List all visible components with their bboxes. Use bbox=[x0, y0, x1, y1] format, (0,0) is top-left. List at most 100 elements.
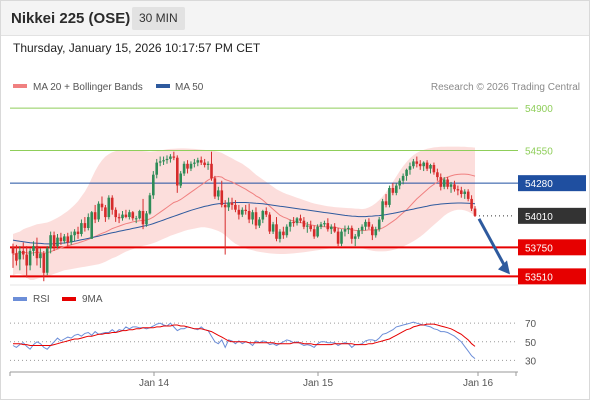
rsi-ma-line bbox=[13, 323, 476, 347]
candle-body bbox=[76, 231, 80, 234]
candle-body bbox=[340, 231, 343, 244]
candle-body bbox=[350, 227, 354, 239]
level-tag-54550: 54550 bbox=[525, 146, 553, 157]
candle-body bbox=[104, 207, 107, 218]
candle-body bbox=[456, 189, 460, 191]
candle-body bbox=[398, 180, 401, 186]
candle-body bbox=[18, 250, 22, 260]
forecast-arrow-head bbox=[498, 260, 510, 275]
candle-body bbox=[470, 198, 473, 209]
candle-body bbox=[128, 212, 131, 217]
x-tick-label: Jan 14 bbox=[139, 378, 169, 389]
candle-body bbox=[138, 211, 141, 219]
candle-body bbox=[69, 235, 73, 243]
candle-body bbox=[217, 190, 220, 197]
candle-body bbox=[39, 253, 42, 259]
candle-body bbox=[418, 163, 422, 167]
candle-body bbox=[343, 229, 347, 232]
rsi-tick-70: 70 bbox=[525, 319, 537, 330]
candle-body bbox=[388, 188, 391, 205]
candle-body bbox=[316, 226, 319, 237]
candle-body bbox=[87, 217, 90, 228]
candle-body bbox=[247, 211, 251, 220]
candle-body bbox=[442, 179, 446, 187]
candle-body bbox=[73, 231, 76, 236]
candle-body bbox=[49, 235, 52, 249]
x-axis: Jan 14 Jan 15 Jan 16 bbox=[9, 372, 517, 389]
candle-body bbox=[292, 221, 295, 224]
candle-body bbox=[422, 162, 425, 167]
candle-body bbox=[381, 201, 384, 220]
candle-body bbox=[466, 191, 470, 199]
candle-body bbox=[28, 250, 32, 266]
candle-body bbox=[364, 221, 367, 227]
candle-body bbox=[179, 173, 182, 186]
candle-body bbox=[460, 190, 463, 194]
candle-body bbox=[83, 223, 87, 228]
candle-body bbox=[56, 237, 59, 247]
candle-body bbox=[158, 161, 162, 163]
rsi-legend: RSI 9MA bbox=[13, 294, 103, 305]
candle-body bbox=[306, 225, 309, 227]
candle-body bbox=[302, 220, 306, 227]
candle-body bbox=[59, 237, 63, 242]
candle-body bbox=[186, 163, 189, 169]
candle-body bbox=[114, 209, 117, 218]
ma20-line bbox=[12, 173, 476, 256]
timeframe-button[interactable]: 30 MIN bbox=[132, 7, 185, 30]
candle-body bbox=[182, 163, 186, 174]
candle-body bbox=[32, 246, 35, 251]
candle-body bbox=[52, 235, 56, 247]
rsi-tick-50: 50 bbox=[525, 338, 537, 349]
candle-body bbox=[134, 218, 138, 220]
candle-body bbox=[189, 163, 193, 169]
rsi-legend-label: RSI bbox=[33, 294, 50, 305]
candle-body bbox=[148, 195, 152, 214]
candle-body bbox=[145, 213, 148, 225]
candle-body bbox=[80, 223, 83, 234]
candle-body bbox=[66, 236, 70, 243]
candle-body bbox=[323, 223, 326, 225]
ma20-legend-swatch bbox=[13, 84, 27, 88]
candle-body bbox=[330, 226, 333, 230]
candle-body bbox=[213, 178, 217, 197]
candle-body bbox=[196, 160, 200, 163]
candle-body bbox=[45, 248, 49, 273]
candle-body bbox=[449, 184, 453, 187]
candle-body bbox=[415, 161, 419, 164]
candle-body bbox=[333, 226, 336, 232]
level-tag-53750: 53750 bbox=[525, 243, 553, 254]
level-tag-54280: 54280 bbox=[525, 179, 553, 190]
candle-body bbox=[162, 160, 165, 162]
candle-body bbox=[463, 191, 466, 194]
candle-body bbox=[172, 156, 176, 158]
candle-body bbox=[152, 174, 155, 196]
level-tag-bg-54280 bbox=[518, 175, 586, 192]
candle-body bbox=[11, 247, 15, 254]
instrument-title: Nikkei 225 (OSE) bbox=[11, 10, 131, 27]
candle-body bbox=[405, 169, 408, 176]
candle-body bbox=[251, 212, 254, 220]
candle-body bbox=[408, 166, 412, 170]
candle-body bbox=[395, 185, 398, 193]
ma50-line bbox=[12, 202, 476, 245]
rsi-ma-legend-label: 9MA bbox=[82, 294, 103, 305]
candle-body bbox=[237, 209, 241, 215]
level-tag-53510: 53510 bbox=[525, 272, 553, 283]
candle-body bbox=[432, 165, 436, 173]
candle-body bbox=[258, 219, 261, 226]
candle-body bbox=[121, 214, 124, 219]
candle-body bbox=[357, 230, 360, 237]
candle-body bbox=[347, 227, 350, 230]
candle-body bbox=[371, 226, 374, 236]
rsi-line bbox=[12, 321, 476, 359]
candle-body bbox=[367, 221, 371, 227]
rsi-ma-legend-swatch bbox=[62, 297, 76, 301]
candle-body bbox=[220, 190, 224, 205]
level-tag-bg-53510 bbox=[518, 268, 586, 285]
candle-body bbox=[299, 218, 302, 221]
candle-body bbox=[288, 221, 292, 227]
candle-body bbox=[230, 202, 234, 205]
level-tag-54900: 54900 bbox=[525, 104, 553, 115]
